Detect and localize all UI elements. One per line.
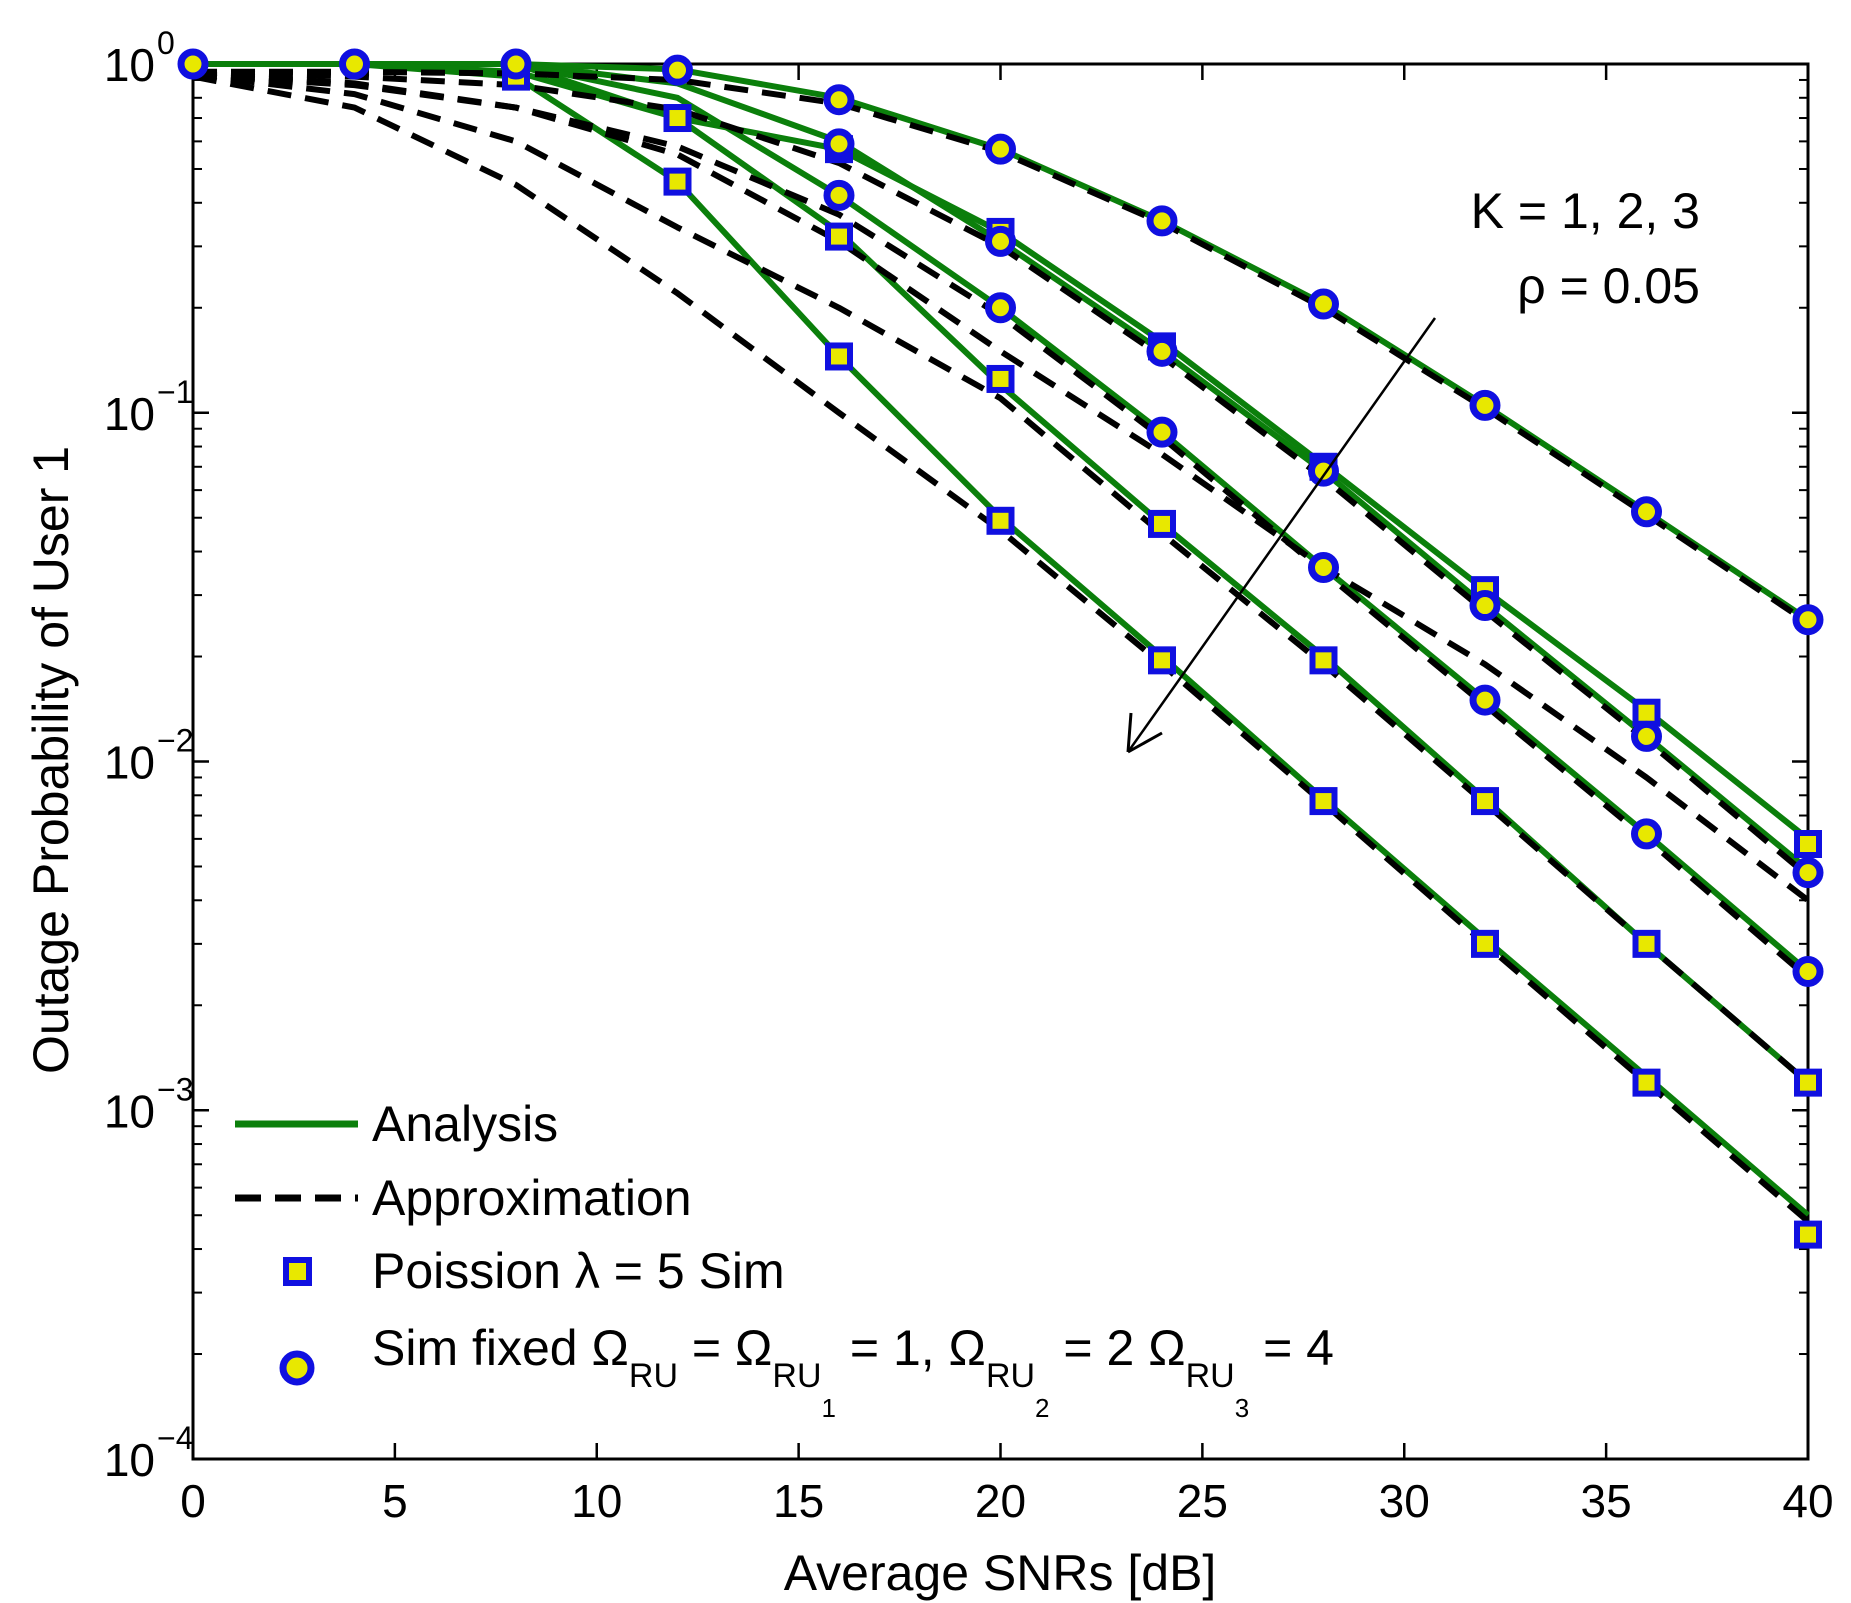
fixed-sim-marker [823, 128, 855, 160]
series-markers [177, 48, 1824, 1249]
poisson-sim-marker [1148, 509, 1176, 538]
poisson-sim-marker [825, 342, 853, 371]
fixed-sim-marker [1146, 205, 1178, 237]
x-axis-label: Average SNRs [dB] [784, 1545, 1217, 1601]
fixed-sim-marker [1631, 496, 1662, 528]
approximation-line [192, 72, 1810, 903]
poisson-sim-marker [1632, 1068, 1661, 1097]
poisson-sim-marker [1794, 830, 1822, 859]
x-tick-label: 25 [1177, 1475, 1228, 1527]
poisson-sim-marker [663, 104, 692, 133]
poisson-sim-marker [1794, 1220, 1822, 1249]
x-tick-label: 15 [773, 1475, 824, 1527]
y-tick-label: 10 [104, 388, 155, 440]
poisson-sim-marker [1309, 787, 1338, 816]
fixed-sim-marker [662, 54, 693, 86]
fixed-sim-marker [985, 225, 1016, 257]
poisson-sim-marker [663, 167, 692, 196]
legend-sim-fixed-label: Sim fixed ΩRU = ΩRU1 = 1, ΩRU2 = 2 ΩRU3 … [372, 1320, 1334, 1423]
poisson-sim-marker [1632, 929, 1661, 958]
fixed-sim-marker [177, 48, 209, 80]
fixed-sim-marker [1146, 416, 1178, 448]
fixed-sim-marker [1631, 818, 1662, 850]
fixed-sim-marker [339, 48, 370, 80]
y-tick-exponent: 0 [157, 25, 175, 61]
poisson-sim-marker [1471, 787, 1499, 816]
poisson-sim-marker [986, 364, 1015, 393]
y-tick-label: 10 [104, 1085, 155, 1137]
poisson-sim-marker [1148, 646, 1176, 675]
approximation-line [192, 73, 1810, 1224]
poisson-sim-marker [1794, 1068, 1822, 1097]
legend-circle-marker [279, 1350, 315, 1386]
y-tick-label: 10 [104, 39, 155, 91]
y-tick-exponent: −4 [157, 1420, 193, 1456]
legend-analysis-label: Analysis [372, 1096, 558, 1152]
x-tick-label: 5 [382, 1475, 408, 1527]
annotation-arrow [1126, 317, 1437, 754]
fixed-sim-marker [1792, 955, 1824, 987]
fixed-sim-marker [823, 84, 855, 116]
approximation-line [192, 72, 1810, 1085]
y-tick-label: 10 [104, 737, 155, 789]
fixed-sim-marker [1792, 857, 1824, 889]
x-tick-label: 20 [975, 1475, 1026, 1527]
poisson-sim-marker [1471, 929, 1499, 958]
x-tick-label: 0 [180, 1475, 206, 1527]
poisson-sim-marker [1632, 698, 1661, 727]
fixed-sim-marker [1469, 684, 1501, 716]
x-tick-label: 35 [1581, 1475, 1632, 1527]
analysis-line [193, 61, 1810, 842]
fixed-sim-marker [1469, 590, 1501, 622]
legend-approximation-label: Approximation [372, 1170, 692, 1226]
x-tick-label: 40 [1782, 1475, 1833, 1527]
fixed-sim-marker [985, 133, 1016, 165]
fixed-sim-marker [1631, 720, 1662, 752]
annotation-rho: ρ = 0.05 [1517, 258, 1700, 314]
y-tick-exponent: −2 [157, 723, 193, 759]
fixed-sim-marker [1308, 288, 1339, 320]
legend: Analysis Approximation Poission λ = 5 Si… [235, 1096, 1334, 1423]
fixed-sim-marker [1308, 551, 1339, 583]
legend-square-marker [283, 1257, 312, 1286]
y-tick-exponent: −3 [157, 1071, 193, 1107]
fixed-sim-marker [1469, 389, 1501, 421]
annotation-k-values: K = 1, 2, 3 [1471, 183, 1700, 239]
y-axis-label: Outage Probability of User 1 [23, 446, 79, 1074]
x-tick-label: 30 [1379, 1475, 1430, 1527]
fixed-sim-marker [1146, 335, 1178, 367]
fixed-sim-marker [823, 179, 855, 211]
legend-poisson-label: Poission λ = 5 Sim [372, 1243, 785, 1299]
poisson-sim-marker [1309, 646, 1338, 675]
poisson-sim-marker [825, 222, 853, 251]
y-tick-exponent: −1 [157, 374, 193, 410]
x-tick-label: 10 [571, 1475, 622, 1527]
fixed-sim-marker [1792, 604, 1824, 636]
poisson-sim-marker [986, 506, 1015, 535]
fixed-sim-marker [985, 292, 1016, 324]
fixed-sim-marker [500, 48, 532, 80]
y-tick-label: 10 [104, 1434, 155, 1486]
